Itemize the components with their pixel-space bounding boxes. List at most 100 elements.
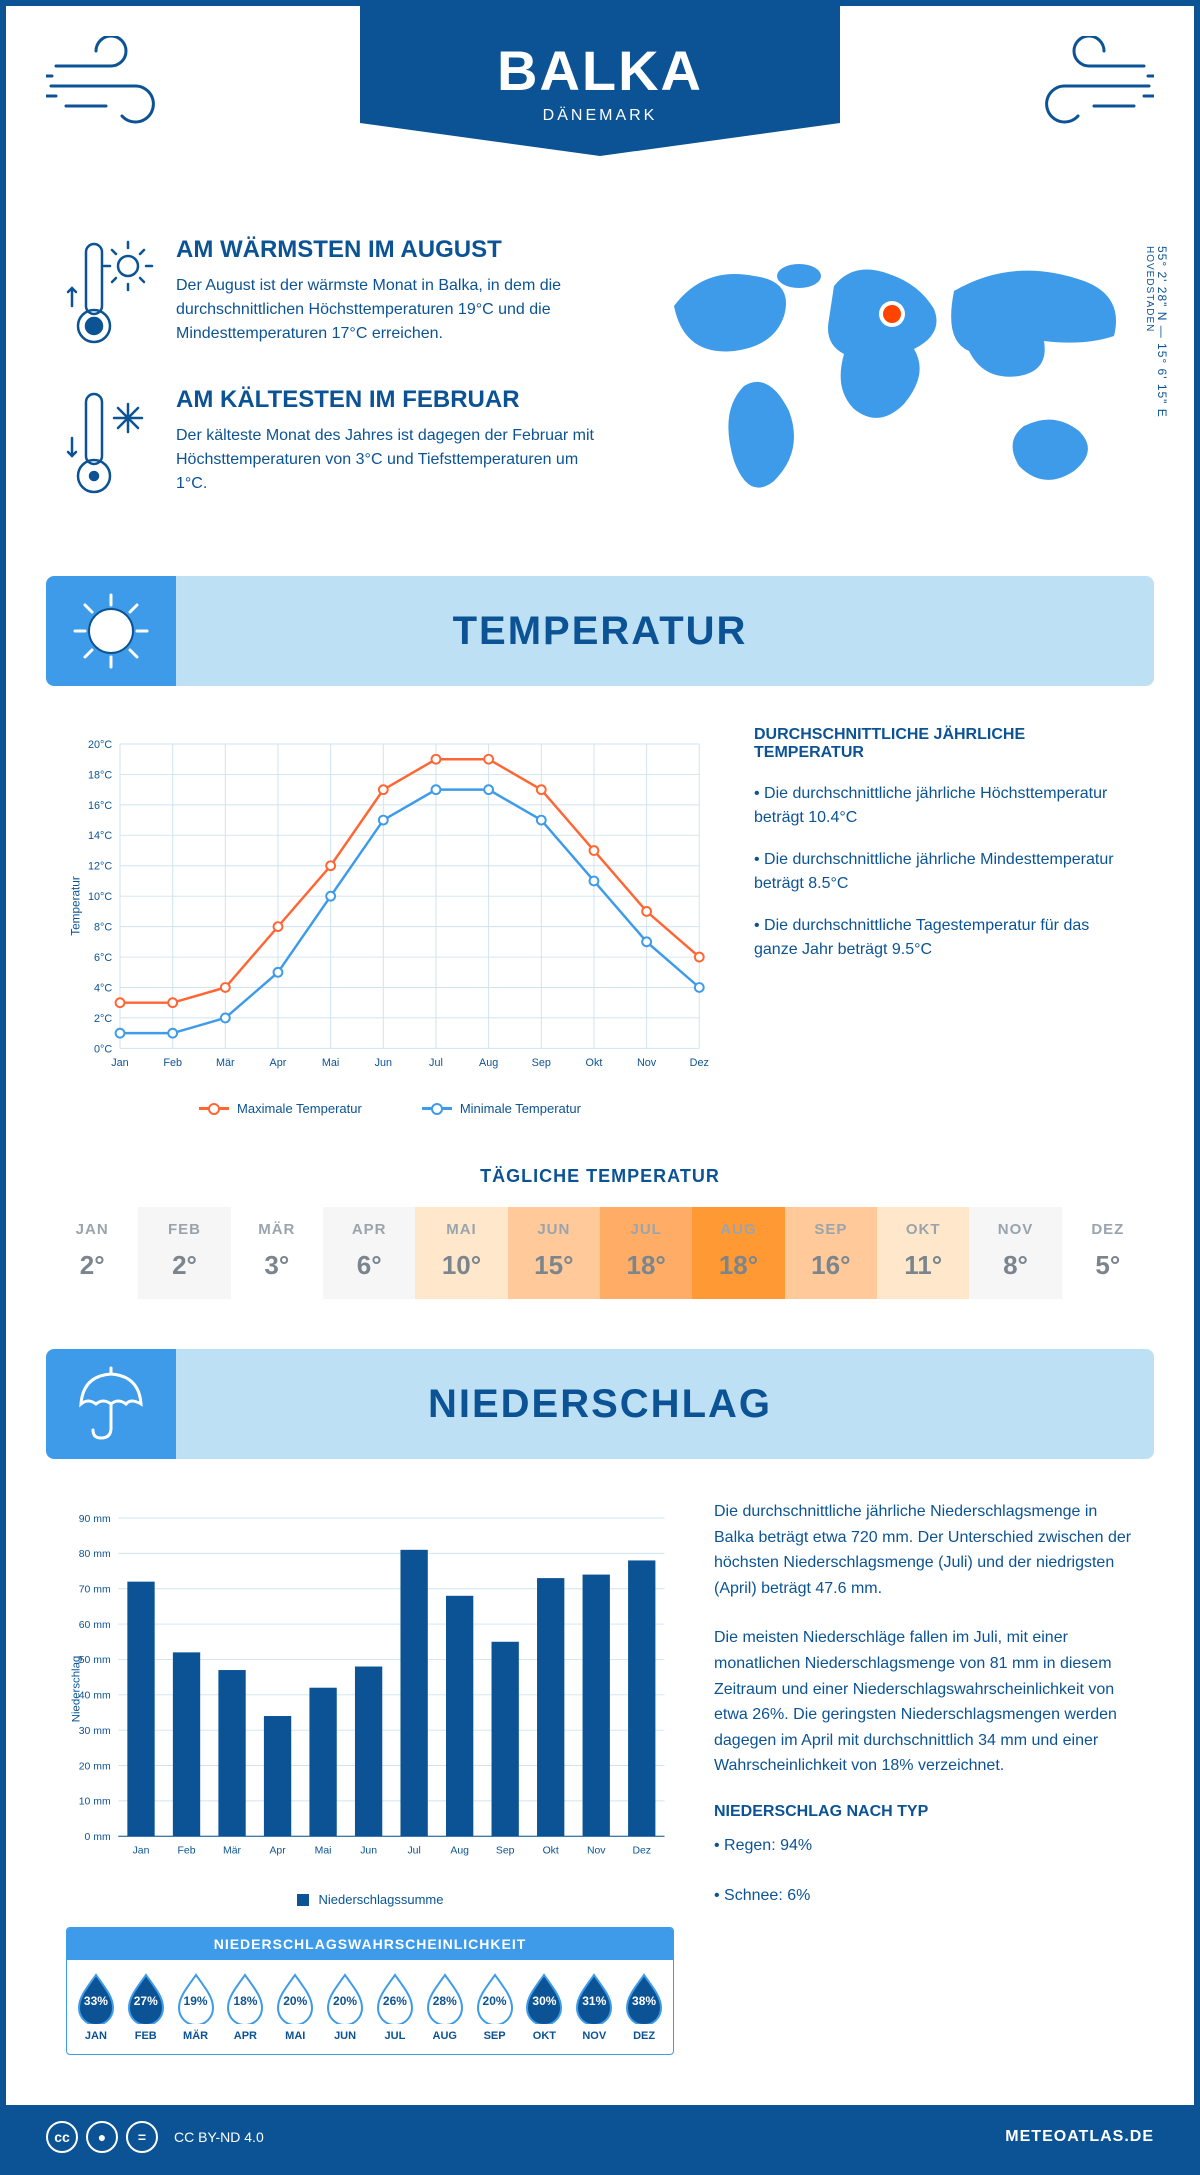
svg-text:Aug: Aug bbox=[450, 1845, 469, 1856]
svg-text:2°C: 2°C bbox=[94, 1013, 112, 1025]
daily-cell: JAN2° bbox=[46, 1207, 138, 1299]
prob-cell: 31% NOV bbox=[571, 1972, 617, 2042]
svg-text:70 mm: 70 mm bbox=[79, 1585, 111, 1596]
umbrella-icon bbox=[46, 1349, 176, 1459]
precipitation-title: NIEDERSCHLAG bbox=[176, 1382, 1154, 1427]
svg-text:Feb: Feb bbox=[163, 1057, 182, 1069]
svg-text:Apr: Apr bbox=[269, 1845, 286, 1856]
temperature-title: TEMPERATUR bbox=[176, 609, 1154, 654]
svg-text:90 mm: 90 mm bbox=[79, 1514, 111, 1525]
warmest-body: Der August ist der wärmste Monat in Balk… bbox=[176, 274, 596, 346]
svg-text:Okt: Okt bbox=[543, 1845, 559, 1856]
daily-cell: JUL18° bbox=[600, 1207, 692, 1299]
svg-text:Jan: Jan bbox=[111, 1057, 128, 1069]
header: BALKA DÄNEMARK bbox=[6, 6, 1194, 226]
temperature-notes: DURCHSCHNITTLICHE JÄHRLICHE TEMPERATUR •… bbox=[754, 726, 1134, 1116]
svg-text:Mär: Mär bbox=[216, 1057, 235, 1069]
svg-text:6°C: 6°C bbox=[94, 952, 112, 964]
legend-max: Maximale Temperatur bbox=[199, 1101, 362, 1116]
svg-text:0 mm: 0 mm bbox=[85, 1832, 111, 1843]
daily-cell: OKT11° bbox=[877, 1207, 969, 1299]
svg-text:Niederschlag: Niederschlag bbox=[70, 1656, 82, 1722]
coldest-body: Der kälteste Monat des Jahres ist dagege… bbox=[176, 424, 596, 496]
summary-row: AM WÄRMSTEN IM AUGUST Der August ist der… bbox=[6, 226, 1194, 576]
temperature-banner: TEMPERATUR bbox=[46, 576, 1154, 686]
brand-label: METEOATLAS.DE bbox=[1005, 2128, 1154, 2146]
prob-cell: 20% SEP bbox=[472, 1972, 518, 2042]
svg-text:Nov: Nov bbox=[637, 1057, 657, 1069]
svg-text:Jun: Jun bbox=[375, 1057, 392, 1069]
svg-text:Apr: Apr bbox=[270, 1057, 287, 1069]
temperature-line-chart: 0°C2°C4°C6°C8°C10°C12°C14°C16°C18°C20°CJ… bbox=[66, 726, 714, 1116]
daily-cell: MÄR3° bbox=[231, 1207, 323, 1299]
svg-text:40 mm: 40 mm bbox=[79, 1691, 111, 1702]
daily-cell: DEZ5° bbox=[1062, 1207, 1154, 1299]
prob-cell: 18% APR bbox=[222, 1972, 268, 2042]
prob-cell: 27% FEB bbox=[123, 1972, 169, 2042]
daily-temp-title: TÄGLICHE TEMPERATUR bbox=[6, 1166, 1194, 1187]
bar-legend: Niederschlagssumme bbox=[66, 1892, 674, 1907]
country-name: DÄNEMARK bbox=[543, 107, 658, 125]
svg-text:50 mm: 50 mm bbox=[79, 1655, 111, 1666]
precipitation-bar-chart: 0 mm 10 mm 20 mm 30 mm 40 mm 50 mm 60 mm 70 mm 8… bbox=[66, 1499, 674, 1879]
daily-temp-table: JAN2°FEB2°MÄR3°APR6°MAI10°JUN15°JUL18°AU… bbox=[46, 1207, 1154, 1299]
svg-text:Jan: Jan bbox=[133, 1845, 150, 1856]
warmest-title: AM WÄRMSTEN IM AUGUST bbox=[176, 236, 596, 264]
prob-cell: 28% AUG bbox=[422, 1972, 468, 2042]
svg-text:10 mm: 10 mm bbox=[79, 1797, 111, 1808]
svg-text:8°C: 8°C bbox=[94, 922, 112, 934]
svg-text:60 mm: 60 mm bbox=[79, 1620, 111, 1631]
daily-cell: FEB2° bbox=[138, 1207, 230, 1299]
svg-text:30 mm: 30 mm bbox=[79, 1726, 111, 1737]
svg-text:Feb: Feb bbox=[178, 1845, 196, 1856]
license-label: CC BY-ND 4.0 bbox=[174, 2129, 264, 2145]
svg-text:16°C: 16°C bbox=[88, 800, 112, 812]
svg-text:18°C: 18°C bbox=[88, 769, 112, 781]
world-map: 55° 2' 28" N — 15° 6' 15" E HOVEDSTADEN bbox=[654, 236, 1134, 536]
svg-text:Mai: Mai bbox=[322, 1057, 339, 1069]
daily-cell: SEP16° bbox=[785, 1207, 877, 1299]
svg-text:Jul: Jul bbox=[407, 1845, 420, 1856]
legend-min: Minimale Temperatur bbox=[422, 1101, 581, 1116]
svg-text:Dez: Dez bbox=[690, 1057, 709, 1069]
sun-icon bbox=[46, 576, 176, 686]
svg-text:Jun: Jun bbox=[360, 1845, 377, 1856]
by-icon: ● bbox=[86, 2121, 118, 2153]
svg-text:Sep: Sep bbox=[496, 1845, 515, 1856]
thermometer-sun-icon bbox=[66, 236, 156, 356]
city-name: BALKA bbox=[497, 38, 703, 103]
daily-cell: JUN15° bbox=[508, 1207, 600, 1299]
coldest-title: AM KÄLTESTEN IM FEBRUAR bbox=[176, 386, 596, 414]
coordinates: 55° 2' 28" N — 15° 6' 15" E HOVEDSTADEN bbox=[1144, 246, 1169, 418]
svg-text:Okt: Okt bbox=[586, 1057, 603, 1069]
svg-text:Dez: Dez bbox=[632, 1845, 651, 1856]
prob-cell: 26% JUL bbox=[372, 1972, 418, 2042]
svg-text:Nov: Nov bbox=[587, 1845, 606, 1856]
svg-text:80 mm: 80 mm bbox=[79, 1549, 111, 1560]
svg-text:Aug: Aug bbox=[479, 1057, 498, 1069]
svg-text:20°C: 20°C bbox=[88, 739, 112, 751]
svg-text:14°C: 14°C bbox=[88, 830, 112, 842]
svg-text:Temperatur: Temperatur bbox=[70, 876, 83, 936]
thermometer-snow-icon bbox=[66, 386, 156, 506]
prob-cell: 20% MAI bbox=[272, 1972, 318, 2042]
coldest-block: AM KÄLTESTEN IM FEBRUAR Der kälteste Mon… bbox=[66, 386, 614, 506]
prob-cell: 19% MÄR bbox=[173, 1972, 219, 2042]
warmest-block: AM WÄRMSTEN IM AUGUST Der August ist der… bbox=[66, 236, 614, 356]
nd-icon: = bbox=[126, 2121, 158, 2153]
probability-panel: NIEDERSCHLAGSWAHRSCHEINLICHKEIT 33% JAN … bbox=[66, 1927, 674, 2055]
svg-text:10°C: 10°C bbox=[88, 891, 112, 903]
wind-icon bbox=[1014, 36, 1154, 141]
cc-icon: cc bbox=[46, 2121, 78, 2153]
svg-text:20 mm: 20 mm bbox=[79, 1761, 111, 1772]
daily-cell: MAI10° bbox=[415, 1207, 507, 1299]
prob-cell: 38% DEZ bbox=[621, 1972, 667, 2042]
svg-text:Jul: Jul bbox=[429, 1057, 443, 1069]
prob-cell: 20% JUN bbox=[322, 1972, 368, 2042]
cc-icons: cc ● = bbox=[46, 2121, 158, 2153]
daily-cell: APR6° bbox=[323, 1207, 415, 1299]
prob-cell: 30% OKT bbox=[521, 1972, 567, 2042]
svg-text:4°C: 4°C bbox=[94, 982, 112, 994]
svg-text:12°C: 12°C bbox=[88, 861, 112, 873]
prob-cell: 33% JAN bbox=[73, 1972, 119, 2042]
